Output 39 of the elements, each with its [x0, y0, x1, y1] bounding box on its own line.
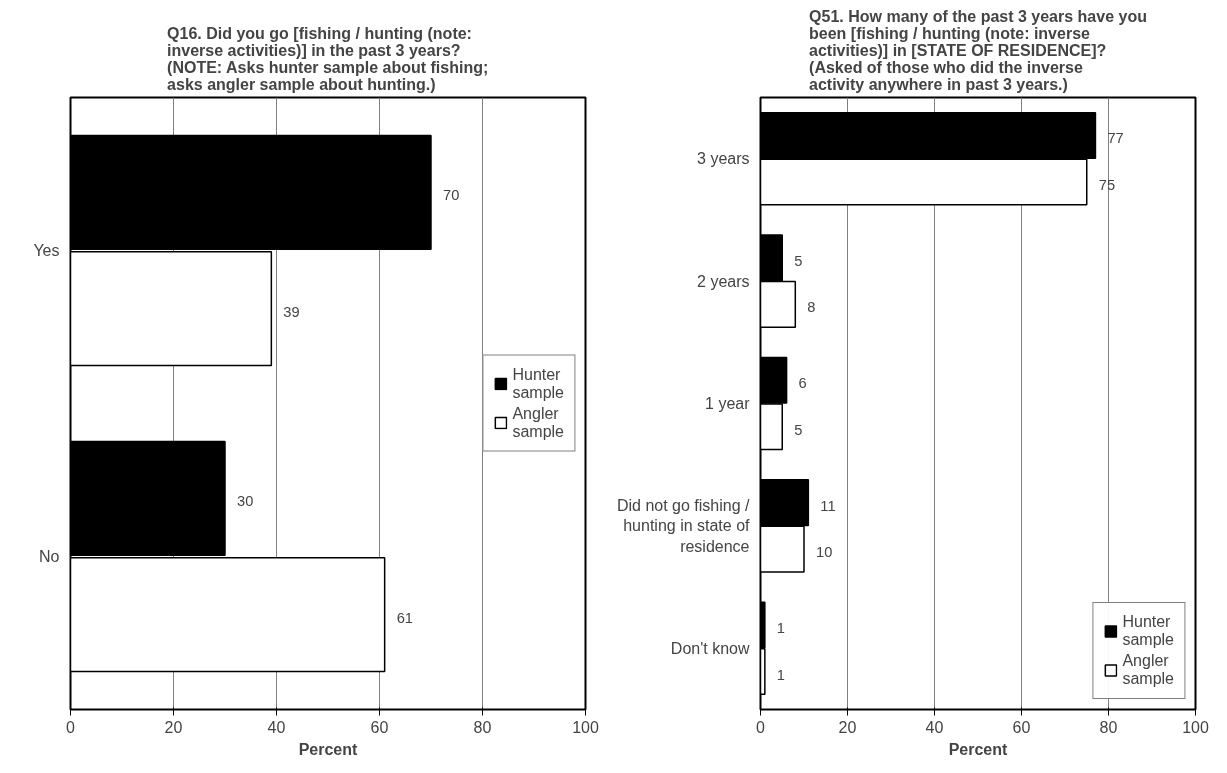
x-tick-label: 80 — [473, 718, 492, 736]
x-tick-label: 60 — [370, 718, 389, 736]
x-tick-label: 0 — [66, 718, 76, 736]
data-label: 10 — [816, 544, 833, 561]
data-label: 1 — [776, 666, 786, 683]
x-tick-label: 20 — [838, 718, 857, 736]
y-tick-label: 2 years — [697, 272, 750, 290]
legend-label: Hunter sample — [512, 365, 564, 402]
data-label: 11 — [820, 497, 836, 514]
legend-label: Angler sample — [512, 404, 564, 441]
x-tick-label: 40 — [925, 718, 944, 736]
chart-title: Q16. Did you go [fishing / hunting (note: inverse activities)] in the past 3 years? (NOTE: Asks hunter sample about fishing; asks angler sample about hunting.) — [167, 24, 489, 93]
legend-label: Angler sample — [1122, 652, 1174, 688]
data-label: 8 — [807, 299, 816, 316]
data-label: 70 — [443, 187, 460, 204]
legend-label: Hunter sample — [1122, 613, 1174, 649]
chart-title: Q51. How many of the past 3 years have you been [fishing / hunting (note: inverse activities)] in [STATE OF RESIDENCE]? (Asked of those who did the inverse activity anywhere in past 3 years.) — [809, 7, 1147, 93]
data-label: 5 — [794, 421, 803, 438]
data-label: 30 — [237, 493, 254, 510]
x-tick-label: 60 — [1012, 718, 1031, 736]
x-tick-label: 100 — [1182, 718, 1209, 736]
data-label: 39 — [283, 303, 300, 320]
y-tick-label: Don't know — [670, 639, 750, 657]
data-label: 61 — [396, 609, 413, 626]
x-axis-title: Percent — [948, 740, 1009, 758]
x-tick-label: 40 — [267, 718, 286, 736]
y-tick-label: Did not go fishing / hunting in state of residence — [616, 497, 751, 555]
y-tick-label: Yes — [33, 242, 60, 259]
x-axis-title: Percent — [298, 740, 359, 758]
x-tick-label: 80 — [1099, 718, 1118, 736]
data-label: 5 — [794, 252, 803, 269]
y-tick-label: 1 year — [705, 395, 751, 412]
x-tick-label: 100 — [572, 718, 599, 736]
x-tick-label: 0 — [756, 718, 766, 736]
x-tick-label: 20 — [164, 718, 183, 736]
y-tick-label: 3 years — [697, 150, 750, 168]
data-label: 6 — [798, 375, 807, 392]
data-label: 1 — [776, 620, 786, 637]
y-tick-label: No — [39, 548, 60, 565]
